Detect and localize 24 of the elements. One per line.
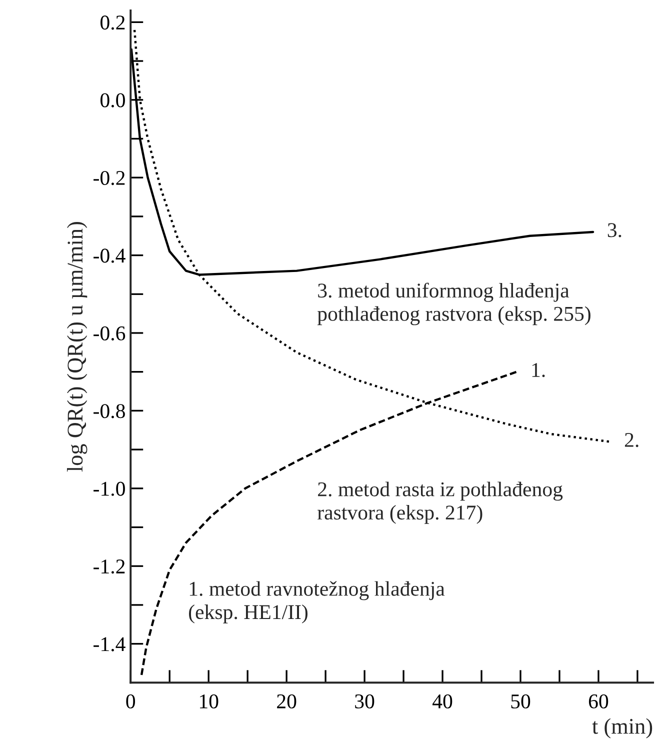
x-tick-label: 40 [432, 694, 452, 708]
y-tick-label: 0.2 [100, 16, 125, 30]
y-tick-label: -0.4 [94, 248, 126, 263]
x-tick-label: 60 [588, 694, 608, 708]
y-tick-label: -1.2 [94, 560, 125, 574]
y-tick-label: -1.4 [94, 637, 126, 652]
x-tick-label: 50 [511, 694, 530, 708]
y-axis-title: log QR(t) (QR(t) u µm/min) [67, 222, 88, 472]
y-tick-label: -0.8 [94, 404, 125, 418]
y-tick-label: -0.2 [94, 170, 125, 186]
x-tick-label: 0 [126, 694, 136, 708]
series-label: 1. [532, 363, 545, 378]
x-axis-title: t (min) [592, 718, 652, 738]
series-label: 3. [608, 223, 622, 238]
annotation: 3. metod uniformnog hlađenja pothlađenog rastvora (eksp. 255) [317, 282, 590, 326]
annotation: 1. metod ravnotežnog hlađenja (eksp. HE1/II) [188, 581, 445, 624]
y-tick-label: 0.0 [100, 93, 125, 108]
series-label: 2. [624, 432, 638, 448]
x-tick-label: 30 [355, 694, 374, 708]
x-tick-label: 20 [277, 694, 296, 708]
x-tick-label: 10 [200, 694, 218, 708]
annotation: 2. metod rasta iz pothlađenog rastvora (eksp. 217) [318, 482, 563, 524]
y-tick-label: -1.0 [94, 482, 125, 496]
y-tick-label: -0.6 [94, 326, 126, 341]
